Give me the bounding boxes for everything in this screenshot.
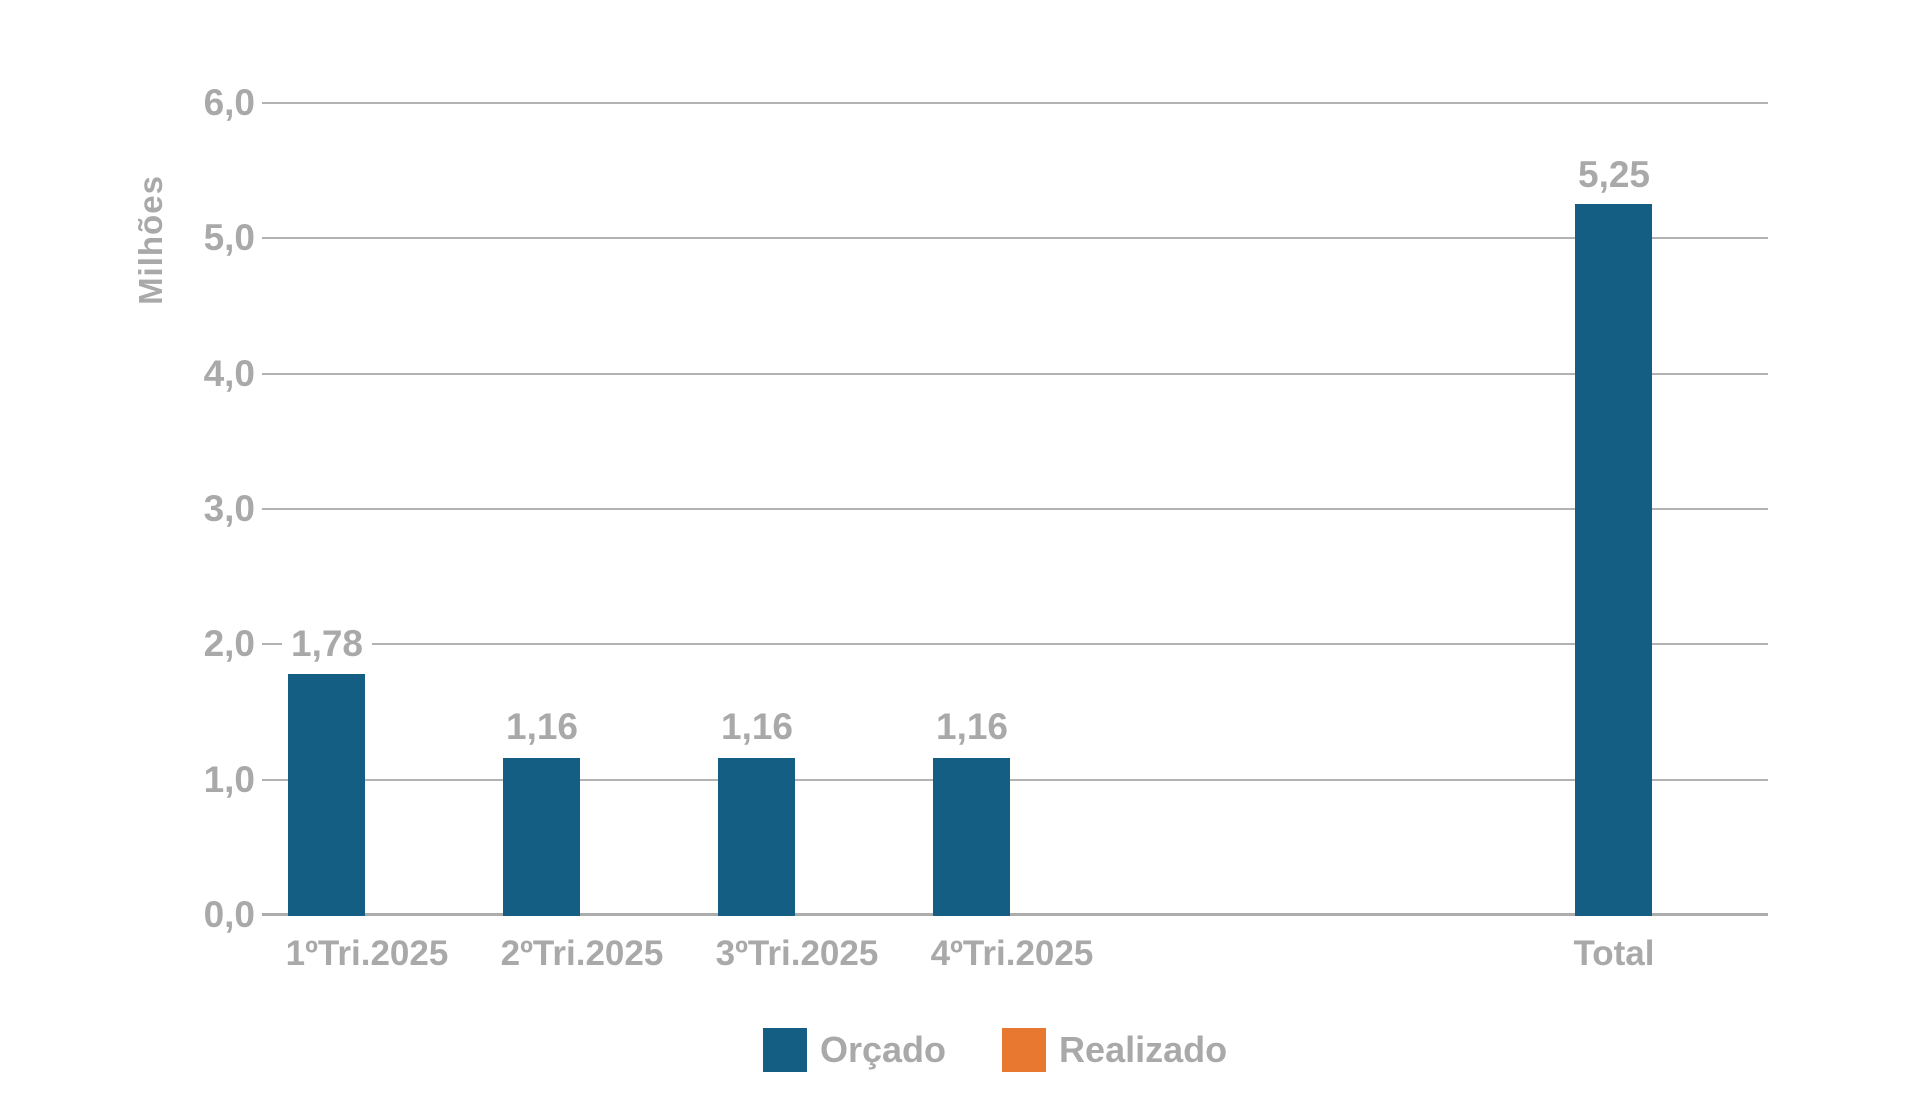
bar-value-label-4tri: 1,16 [926, 705, 1018, 749]
y-tick-label-5: 5,0 [203, 217, 255, 258]
x-category-label-2tri: 2ºTri.2025 [500, 934, 664, 973]
bar-value-label-2tri: 1,16 [496, 705, 588, 749]
bar-value-label-total: 5,25 [1568, 153, 1660, 197]
x-category-label-total: Total [1573, 934, 1655, 973]
legend-swatch-realizado-icon [1002, 1028, 1047, 1072]
legend-swatch-orcado-icon [763, 1028, 807, 1072]
gridline-1 [262, 779, 1768, 781]
bar-orcado-3tri[interactable] [718, 758, 795, 916]
bar-value-label-3tri: 1,16 [711, 705, 803, 749]
x-category-label-1tri: 1ºTri.2025 [285, 934, 449, 973]
legend-label-orcado: Orçado [820, 1029, 947, 1070]
legend: Orçado Realizado [763, 1028, 1227, 1072]
x-axis-line [262, 913, 1768, 916]
x-category-label-4tri: 4ºTri.2025 [930, 934, 1094, 973]
gridline-2 [262, 643, 1768, 645]
y-tick-label-1: 1,0 [203, 759, 255, 800]
y-tick-label-6: 6,0 [203, 82, 255, 123]
gridline-3 [262, 508, 1768, 510]
legend-item-realizado[interactable]: Realizado [1002, 1028, 1227, 1072]
gridline-6 [262, 102, 1768, 104]
x-category-label-3tri: 3ºTri.2025 [715, 934, 879, 973]
gridline-4 [262, 373, 1768, 375]
bar-orcado-1tri[interactable] [288, 674, 365, 916]
legend-item-orcado[interactable]: Orçado [763, 1028, 946, 1072]
bar-value-label-1tri: 1,78 [281, 622, 373, 666]
bar-orcado-2tri[interactable] [503, 758, 580, 916]
bar-orcado-4tri[interactable] [933, 758, 1010, 916]
legend-label-realizado: Realizado [1059, 1029, 1228, 1070]
y-tick-label-3: 3,0 [203, 488, 255, 529]
y-tick-label-2: 2,0 [203, 623, 255, 664]
y-tick-label-4: 4,0 [203, 353, 255, 394]
gridline-5 [262, 237, 1768, 239]
y-tick-label-0: 0,0 [203, 894, 255, 935]
bar-orcado-total[interactable] [1575, 204, 1652, 916]
